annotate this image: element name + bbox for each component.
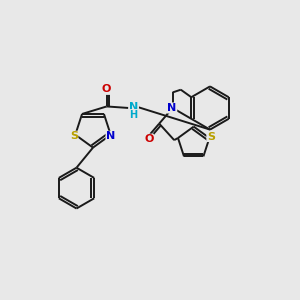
Text: S: S [207, 131, 215, 142]
Text: N: N [129, 102, 138, 112]
Text: N: N [106, 131, 115, 141]
Text: N: N [167, 103, 177, 113]
Text: H: H [130, 110, 138, 120]
Text: O: O [144, 134, 153, 144]
Text: S: S [70, 131, 78, 141]
Text: O: O [102, 84, 111, 94]
